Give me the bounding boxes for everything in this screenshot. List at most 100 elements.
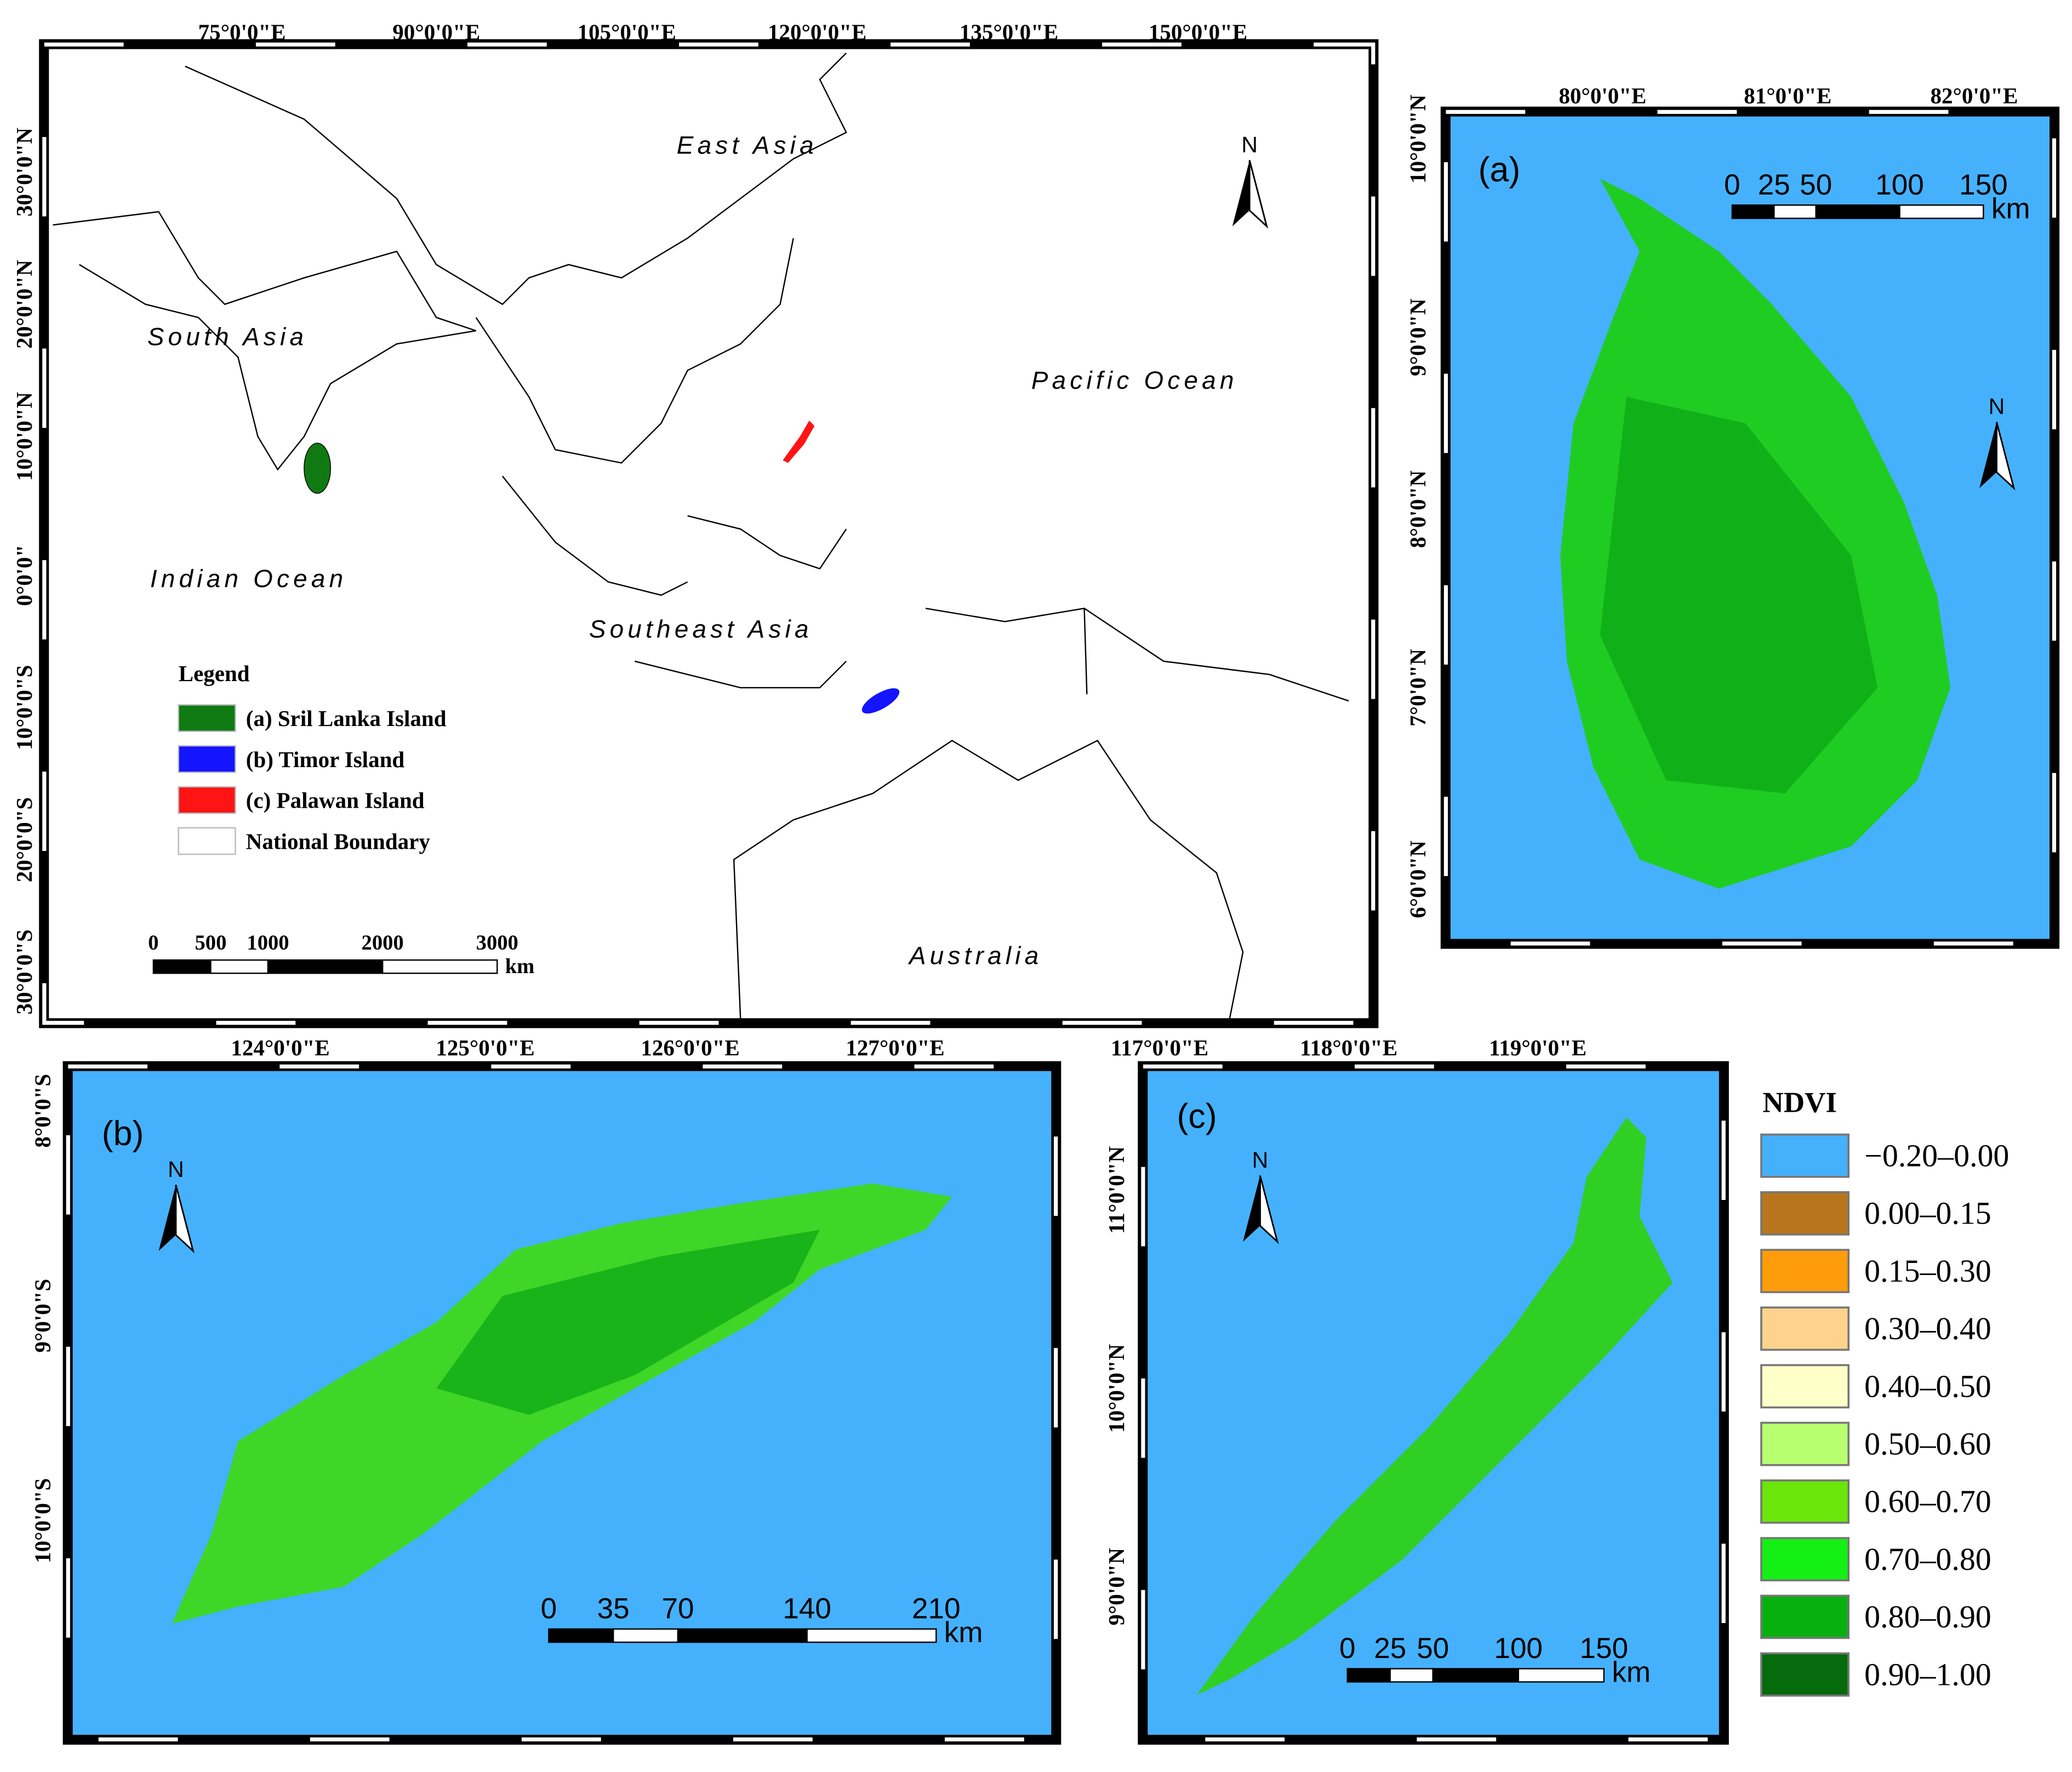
scale-tick-label: 500 [195, 931, 227, 954]
scale-segment [1773, 204, 1817, 219]
latitude-label: 8°0'0"S [30, 1074, 55, 1148]
scale-segment [267, 959, 384, 974]
north-arrow-half [1248, 159, 1269, 229]
ndvi-swatch [1760, 1652, 1850, 1697]
latitude-label: 30°0'0"N [12, 128, 37, 217]
scale-tick-label: 0 [148, 931, 158, 954]
north-arrow [1979, 422, 1997, 488]
ndvi-swatch [1760, 1594, 1850, 1639]
latitude-label: 6°0'0"N [1405, 841, 1430, 918]
scale-segment [1731, 204, 1775, 219]
scale-tick-label: 70 [661, 1593, 694, 1625]
island-timor-texture [436, 1230, 820, 1415]
ndvi-label: 0.80–0.90 [1864, 1599, 1991, 1634]
ndvi-swatch [1760, 1479, 1850, 1524]
scale-tick-label: 2000 [362, 931, 404, 954]
scale-tick-label: 35 [597, 1593, 630, 1625]
longitude-label: 127°0'0"E [846, 1035, 944, 1060]
region-label: Indian Ocean [150, 565, 347, 593]
ndvi-swatch [1760, 1306, 1850, 1351]
north-label: N [1989, 394, 2005, 419]
north-arrow-half [1259, 1175, 1279, 1244]
north-arrow [158, 1185, 176, 1251]
legend-label: (b) Timor Island [246, 747, 405, 772]
legend-label: (a) Sril Lanka Island [246, 706, 447, 731]
legend-swatch [178, 745, 236, 773]
ndvi-label: 0.30–0.40 [1864, 1311, 1991, 1346]
ndvi-swatch [1760, 1249, 1850, 1294]
latitude-label: 9°0'0"S [30, 1279, 55, 1353]
latitude-label: 20°0'0"N [12, 260, 37, 349]
longitude-label: 125°0'0"E [436, 1035, 534, 1060]
ndvi-label: 0.40–0.50 [1864, 1368, 1991, 1404]
scale-tick-label: 100 [1494, 1632, 1543, 1665]
north-arrow-half [1996, 421, 2016, 491]
panel-label: (a) [1479, 151, 1521, 189]
north-label: N [1252, 1147, 1269, 1173]
latitude-label: 30°0'0"S [12, 929, 37, 1014]
scale-tick-label: 0 [541, 1593, 557, 1625]
palawan-highlight [783, 420, 815, 463]
legend-label: National Boundary [246, 828, 431, 854]
longitude-label: 124°0'0"E [231, 1035, 329, 1060]
north-label: N [168, 1157, 184, 1182]
region-label: Australia [907, 941, 1042, 969]
longitude-label: 126°0'0"E [641, 1035, 739, 1060]
ndvi-legend-title: NDVI [1762, 1087, 1837, 1119]
scale-tick-label: 25 [1374, 1632, 1406, 1665]
longitude-label: 90°0'0"E [392, 20, 480, 45]
north-arrow-half [175, 1184, 195, 1254]
scale-tick-label: 3000 [476, 931, 518, 954]
timor-highlight [861, 688, 900, 714]
scale-tick-label: 50 [1417, 1632, 1449, 1665]
ndvi-swatch [1760, 1537, 1850, 1582]
main-map-outlines [53, 53, 1349, 1019]
latitude-label: 20°0'0"S [12, 797, 37, 882]
scale-segment [1815, 204, 1900, 219]
latitude-label: 10°0'0"N [1405, 94, 1430, 184]
latitude-label: 9°0'0"N [1405, 298, 1430, 376]
region-label: Southeast Asia [589, 615, 813, 643]
map-frame-band-alt [1443, 110, 2057, 946]
longitude-label: 80°0'0"E [1559, 83, 1646, 108]
latitude-label: 7°0'0"N [1405, 649, 1430, 727]
coast-asia [185, 53, 847, 464]
scale-segment [612, 1628, 679, 1643]
latitude-label: 8°0'0"N [1405, 470, 1430, 548]
scale-tick-label: 140 [783, 1593, 831, 1625]
latitude-label: 10°0'0"N [1104, 1344, 1129, 1433]
scale-segment [806, 1628, 937, 1643]
longitude-label: 150°0'0"E [1149, 20, 1247, 45]
ndvi-label: 0.50–0.60 [1864, 1426, 1991, 1462]
ndvi-label: 0.15–0.30 [1864, 1253, 1991, 1289]
scale-segment [548, 1628, 614, 1643]
scale-segment [1517, 1668, 1605, 1683]
scale-tick-label: 0 [1339, 1632, 1356, 1665]
latitude-label: 10°0'0"S [30, 1478, 55, 1563]
scale-unit: km [1612, 1656, 1651, 1689]
latitude-label: 0°0'0" [12, 545, 37, 606]
ndvi-label: 0.70–0.80 [1864, 1541, 1991, 1577]
ndvi-label: 0.00–0.15 [1864, 1196, 1991, 1231]
scale-segment [152, 959, 212, 974]
scale-segment [677, 1628, 808, 1643]
longitude-label: 105°0'0"E [578, 20, 676, 45]
ndvi-label: 0.60–0.70 [1864, 1484, 1991, 1519]
longitude-label: 120°0'0"E [768, 20, 866, 45]
scale-unit: km [505, 955, 535, 978]
north-arrow [1243, 1175, 1260, 1242]
scale-segment [210, 959, 269, 974]
scale-tick-label: 100 [1875, 169, 1924, 201]
longitude-label: 82°0'0"E [1930, 83, 2018, 108]
scale-segment [381, 959, 498, 974]
scale-tick-label: 150 [1959, 169, 2008, 201]
panel-label: (b) [102, 1114, 144, 1153]
legend-title: Legend [179, 661, 250, 686]
scale-unit: km [1991, 192, 2030, 225]
main-frame-band-alt [42, 42, 1375, 1025]
legend-swatch [178, 786, 236, 814]
legend-swatch [178, 704, 236, 732]
scale-unit: km [944, 1616, 983, 1649]
longitude-label: 118°0'0"E [1300, 1035, 1397, 1060]
longitude-label: 75°0'0"E [198, 20, 286, 45]
